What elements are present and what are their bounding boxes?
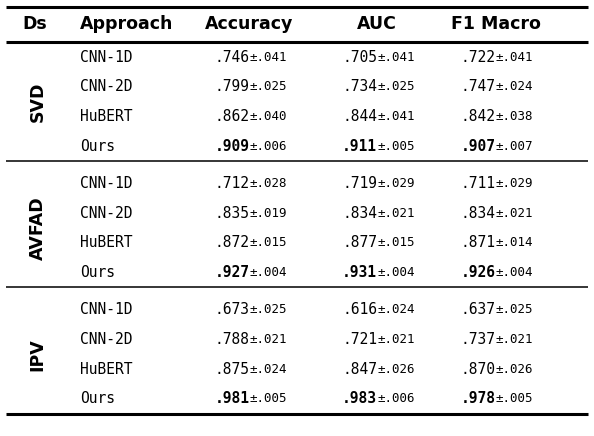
Text: ±.024: ±.024: [377, 303, 415, 317]
Text: CNN-2D: CNN-2D: [80, 332, 132, 347]
Text: AUC: AUC: [357, 15, 397, 33]
Text: ±.041: ±.041: [377, 51, 415, 64]
Text: ±.004: ±.004: [377, 266, 415, 279]
Text: Approach: Approach: [80, 15, 173, 33]
Text: ±.021: ±.021: [496, 207, 533, 220]
Text: .907: .907: [461, 139, 496, 153]
Text: ±.029: ±.029: [377, 177, 415, 190]
Text: .747: .747: [461, 79, 496, 94]
Text: Ds: Ds: [23, 15, 48, 33]
Text: ±.026: ±.026: [377, 363, 415, 376]
Text: ±.015: ±.015: [377, 236, 415, 249]
Text: .931: .931: [342, 265, 377, 280]
Text: .927: .927: [214, 265, 249, 280]
Text: .711: .711: [461, 176, 496, 191]
Text: .842: .842: [461, 109, 496, 124]
Text: .712: .712: [214, 176, 249, 191]
Text: .909: .909: [214, 139, 249, 153]
Text: ±.025: ±.025: [249, 303, 287, 317]
Text: AVFAD: AVFAD: [29, 196, 46, 260]
Text: ±.025: ±.025: [249, 80, 287, 93]
Text: ±.021: ±.021: [496, 333, 533, 346]
Text: .875: .875: [214, 362, 249, 377]
Text: .911: .911: [342, 139, 377, 153]
Text: ±.004: ±.004: [496, 266, 533, 279]
Text: .926: .926: [461, 265, 496, 280]
Text: .871: .871: [461, 235, 496, 250]
Text: .737: .737: [461, 332, 496, 347]
Text: .705: .705: [342, 50, 377, 65]
Text: ±.004: ±.004: [249, 266, 287, 279]
Text: CNN-1D: CNN-1D: [80, 303, 132, 317]
Text: .834: .834: [461, 206, 496, 221]
Text: .862: .862: [214, 109, 249, 124]
Text: Accuracy: Accuracy: [206, 15, 293, 33]
Text: ±.021: ±.021: [377, 333, 415, 346]
Text: ±.021: ±.021: [377, 207, 415, 220]
Text: .637: .637: [461, 303, 496, 317]
Text: SVD: SVD: [29, 82, 46, 122]
Text: .673: .673: [214, 303, 249, 317]
Text: CNN-2D: CNN-2D: [80, 79, 132, 94]
Text: .844: .844: [342, 109, 377, 124]
Text: CNN-1D: CNN-1D: [80, 176, 132, 191]
Text: ±.014: ±.014: [496, 236, 533, 249]
Text: Ours: Ours: [80, 265, 115, 280]
Text: .847: .847: [342, 362, 377, 377]
Text: ±.025: ±.025: [496, 303, 533, 317]
Text: ±.015: ±.015: [249, 236, 287, 249]
Text: ±.005: ±.005: [496, 392, 533, 405]
Text: .722: .722: [461, 50, 496, 65]
Text: HuBERT: HuBERT: [80, 362, 132, 377]
Text: .746: .746: [214, 50, 249, 65]
Text: .870: .870: [461, 362, 496, 377]
Text: .616: .616: [342, 303, 377, 317]
Text: ±.025: ±.025: [377, 80, 415, 93]
Text: Ours: Ours: [80, 139, 115, 153]
Text: F1 Macro: F1 Macro: [451, 15, 541, 33]
Text: .799: .799: [214, 79, 249, 94]
Text: .788: .788: [214, 332, 249, 347]
Text: ±.021: ±.021: [249, 333, 287, 346]
Text: ±.019: ±.019: [249, 207, 287, 220]
Text: .872: .872: [214, 235, 249, 250]
Text: IPV: IPV: [29, 338, 46, 371]
Text: Ours: Ours: [80, 392, 115, 406]
Text: ±.024: ±.024: [496, 80, 533, 93]
Text: HuBERT: HuBERT: [80, 235, 132, 250]
Text: ±.026: ±.026: [496, 363, 533, 376]
Text: .721: .721: [342, 332, 377, 347]
Text: ±.005: ±.005: [377, 140, 415, 153]
Text: .719: .719: [342, 176, 377, 191]
Text: ±.040: ±.040: [249, 110, 287, 123]
Text: .734: .734: [342, 79, 377, 94]
Text: ±.038: ±.038: [496, 110, 533, 123]
Text: .983: .983: [342, 392, 377, 406]
Text: ±.005: ±.005: [249, 392, 287, 405]
Text: .835: .835: [214, 206, 249, 221]
Text: CNN-2D: CNN-2D: [80, 206, 132, 221]
Text: ±.041: ±.041: [249, 51, 287, 64]
Text: ±.006: ±.006: [377, 392, 415, 405]
Text: ±.024: ±.024: [249, 363, 287, 376]
Text: ±.041: ±.041: [377, 110, 415, 123]
Text: ±.029: ±.029: [496, 177, 533, 190]
Text: ±.006: ±.006: [249, 140, 287, 153]
Text: ±.041: ±.041: [496, 51, 533, 64]
Text: ±.028: ±.028: [249, 177, 287, 190]
Text: .834: .834: [342, 206, 377, 221]
Text: .877: .877: [342, 235, 377, 250]
Text: HuBERT: HuBERT: [80, 109, 132, 124]
Text: .978: .978: [461, 392, 496, 406]
Text: CNN-1D: CNN-1D: [80, 50, 132, 65]
Text: ±.007: ±.007: [496, 140, 533, 153]
Text: .981: .981: [214, 392, 249, 406]
